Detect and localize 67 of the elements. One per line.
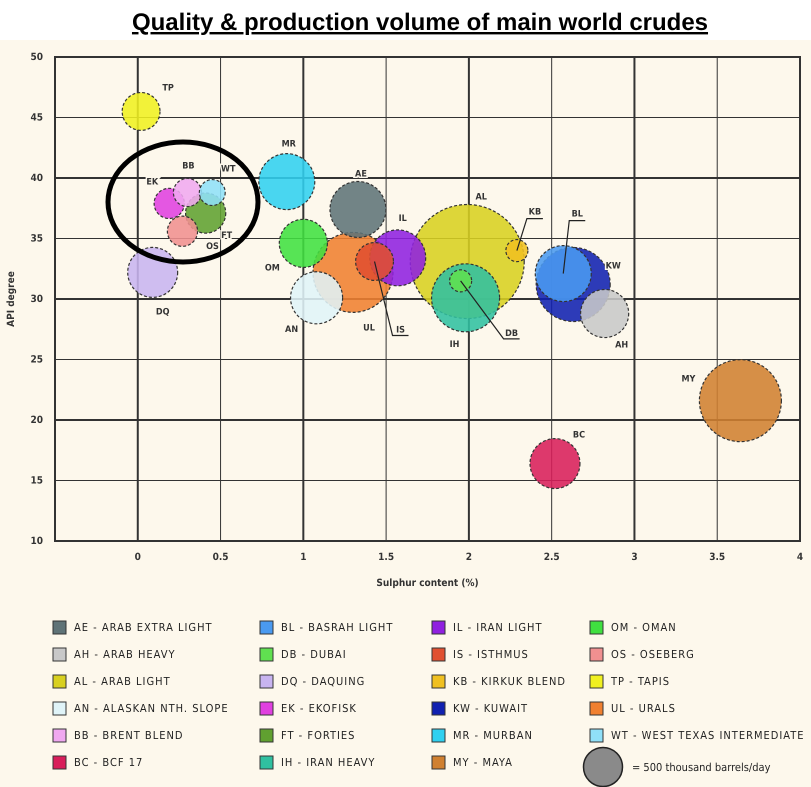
legend-label: WT - WEST TEXAS INTERMEDIATE: [611, 729, 804, 742]
legend-label: TP - TAPIS: [610, 675, 670, 688]
annotation: AN: [285, 324, 298, 335]
x-tick-label: 3: [631, 552, 638, 564]
annotation: DQ: [156, 307, 170, 318]
x-tick-label: 0.5: [212, 552, 229, 564]
annotation: IS: [396, 325, 406, 336]
legend-label: FT - FORTIES: [281, 729, 356, 742]
legend-label: OS - OSEBERG: [611, 648, 695, 661]
annotation: AL: [476, 192, 487, 202]
legend-label: AN - ALASKAN NTH. SLOPE: [74, 702, 229, 715]
y-tick-label: 25: [30, 354, 43, 366]
legend-label: AE - ARAB EXTRA LIGHT: [74, 621, 213, 634]
y-tick-label: 35: [30, 234, 43, 245]
y-tick-label: 50: [30, 52, 43, 64]
annotation: BC: [572, 430, 586, 441]
annotation: OS: [206, 242, 219, 252]
x-tick-label: 1.5: [378, 552, 394, 564]
legend-label: UL - URALS: [611, 702, 676, 715]
annotation: BL: [572, 210, 583, 220]
annotation: UL: [363, 323, 375, 334]
legend-label: KW - KUWAIT: [453, 702, 528, 715]
x-tick-label: 4: [796, 552, 804, 564]
annotation: KW: [606, 261, 621, 272]
chart-title: Quality & production volume of main world crudes: [132, 9, 708, 36]
x-axis-title: Sulphur content (%): [376, 578, 479, 589]
x-tick-label: 2.5: [544, 552, 560, 564]
annotation: IL: [398, 214, 407, 224]
y-tick-label: 15: [30, 476, 43, 487]
y-tick-label: 20: [30, 415, 43, 426]
x-tick-label: 2: [466, 552, 472, 564]
legend-label: MY - MAYA: [453, 756, 513, 769]
legend-label: IS - ISTHMUS: [453, 648, 529, 661]
legend-label: IH - IRAN HEAVY: [281, 756, 376, 769]
legend-label: DQ - DAQUING: [281, 675, 366, 688]
annotation: MY: [681, 374, 696, 385]
legend-label: BL - BASRAH LIGHT: [281, 621, 394, 634]
y-tick-label: 40: [30, 173, 43, 184]
x-tick-label: 3.5: [709, 552, 726, 564]
annotation: KB: [528, 208, 542, 218]
y-tick-label: 45: [30, 112, 43, 124]
legend-label: DB - DUBAI: [281, 648, 347, 661]
legend-label: AL - ARAB LIGHT: [74, 675, 171, 688]
annotation: OM: [264, 263, 280, 274]
x-tick-label: 0: [134, 552, 141, 564]
annotation: DB: [505, 328, 518, 339]
legend-label: EK - EKOFISK: [281, 702, 357, 715]
annotation: IH: [450, 340, 460, 350]
y-axis-title: API degree: [6, 271, 17, 327]
x-tick-label: 1: [300, 552, 306, 564]
y-tick-label: 10: [30, 536, 43, 548]
legend-label: MR - MURBAN: [453, 729, 533, 742]
annotation: MR: [282, 140, 297, 150]
annotation: AE: [355, 169, 367, 180]
legend-label: KB - KIRKUK BLEND: [453, 675, 566, 688]
annotation: WT: [221, 164, 236, 175]
legend-label: AH - ARAB HEAVY: [74, 648, 176, 661]
y-tick-label: 30: [30, 294, 43, 306]
annotation: FT: [221, 231, 233, 242]
legend-label: BB - BRENT BLEND: [74, 729, 184, 742]
annotation: TP: [162, 83, 174, 94]
legend-label: = 500 thousand barrels/day: [632, 761, 771, 774]
annotation: BB: [182, 162, 195, 172]
legend-label: IL - IRAN LIGHT: [453, 621, 543, 634]
legend-label: OM - OMAN: [611, 621, 677, 634]
legend-label: BC - BCF 17: [74, 756, 144, 769]
annotation: AH: [615, 340, 628, 351]
